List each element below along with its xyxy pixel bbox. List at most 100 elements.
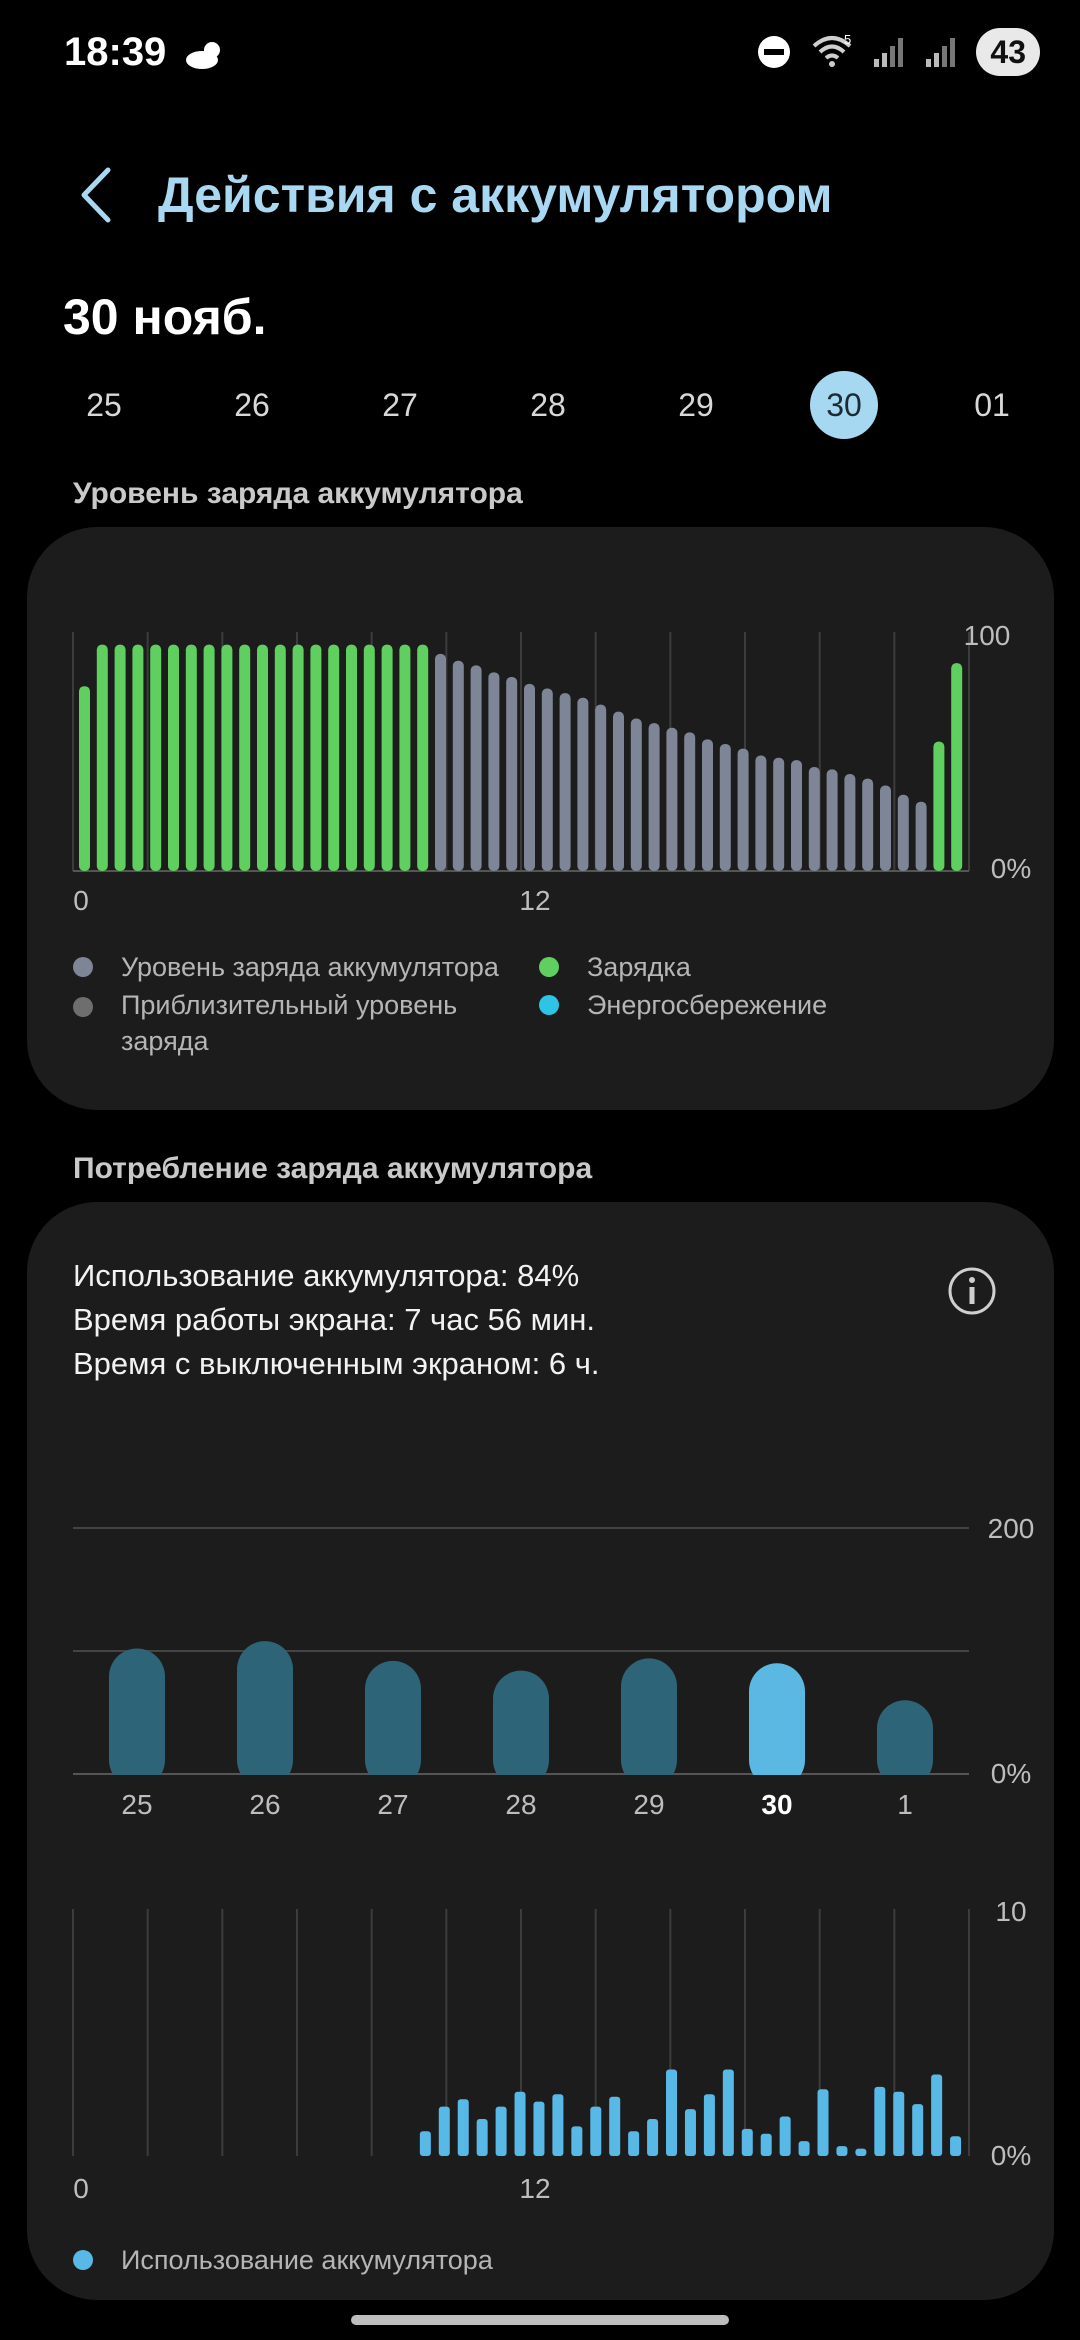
y-tick-top: 100	[964, 620, 1011, 651]
hourly-usage-bar	[533, 2101, 545, 2156]
wifi-band-label: 5	[844, 32, 851, 47]
battery-level-label: Уровень заряда аккумулятора	[73, 477, 523, 510]
back-button[interactable]	[70, 160, 120, 230]
hourly-usage-bar	[495, 2106, 507, 2156]
date-title: 30 нояб.	[63, 289, 267, 345]
battery-level-bar	[755, 755, 767, 871]
day-selector: 25 26 27 28 29 30 01	[30, 370, 1070, 440]
battery-level-bar	[328, 644, 340, 871]
daily-x-label: 1	[897, 1789, 913, 1820]
battery-level-bar	[221, 644, 233, 871]
battery-level-bar	[524, 683, 535, 871]
hourly-x-0: 0	[73, 2173, 89, 2204]
stat-screen-off: Время с выключенным экраном: 6 ч.	[73, 1346, 600, 1381]
battery-level-bar	[630, 718, 642, 871]
hourly-usage-bar	[590, 2106, 602, 2156]
daily-bar	[493, 1670, 549, 1788]
day-26[interactable]: 26	[234, 387, 270, 423]
daily-x-label: 25	[121, 1789, 152, 1820]
hourly-usage-bar	[703, 2094, 715, 2156]
hourly-usage-bar	[571, 2126, 583, 2156]
battery-level-bar	[844, 773, 856, 871]
legend-dot-usage	[73, 2250, 93, 2270]
day-29[interactable]: 29	[678, 387, 714, 423]
hourly-usage-bar	[741, 2128, 753, 2156]
consumption-label: Потребление заряда аккумулятора	[73, 1152, 593, 1185]
legend-item-estimated: Приблизительный уровень заряда	[73, 987, 483, 1059]
battery-level-bar	[346, 644, 357, 871]
battery-level-bar	[150, 644, 162, 871]
stat-screen-on: Время работы экрана: 7 час 56 мин.	[73, 1302, 596, 1337]
hourly-usage-bar	[779, 2116, 791, 2156]
battery-level-bar	[897, 794, 909, 871]
battery-level-card: 100 0% 0 12 Уровень заряда аккумулятора …	[27, 527, 1054, 1110]
x-tick-0: 0	[73, 885, 89, 916]
page-title: Действия с аккумулятором	[158, 167, 833, 223]
hourly-usage-bar	[647, 2118, 659, 2156]
battery-level-bar	[363, 644, 375, 871]
battery-level-bar	[470, 665, 482, 871]
dnd-icon	[758, 36, 791, 68]
battery-level-bar	[488, 672, 500, 871]
day-30-selected[interactable]: 30	[770, 370, 918, 440]
battery-level-bar	[96, 644, 108, 871]
day-01[interactable]: 01	[974, 387, 1010, 423]
daily-bar	[237, 1641, 293, 1788]
weather-icon	[186, 42, 220, 69]
battery-level-bar	[417, 644, 429, 871]
day-28[interactable]: 28	[530, 387, 566, 423]
hourly-usage-bar	[798, 2141, 810, 2156]
hourly-usage-bar	[912, 2104, 924, 2156]
daily-x-label: 27	[377, 1789, 408, 1820]
daily-bar-mask	[73, 1775, 969, 1791]
legend-dot-power-saving	[539, 995, 559, 1015]
daily-bar	[109, 1648, 165, 1788]
daily-x-label: 28	[505, 1789, 536, 1820]
battery-level-bar	[577, 697, 589, 871]
hourly-y-bottom: 0%	[991, 2140, 1031, 2171]
battery-level-bar	[79, 686, 90, 871]
x-tick-12: 12	[519, 885, 550, 916]
daily-x-label: 29	[633, 1789, 664, 1820]
battery-level-bar	[648, 723, 660, 871]
day-27[interactable]: 27	[382, 387, 418, 423]
hourly-usage-bar	[836, 2146, 848, 2156]
y-tick-bottom: 0%	[991, 853, 1031, 884]
hourly-usage-bar	[552, 2094, 564, 2156]
hourly-y-top: 10	[995, 1896, 1026, 1927]
daily-x-label: 26	[249, 1789, 280, 1820]
battery-level-bar	[862, 778, 874, 871]
battery-level-bar	[541, 688, 553, 871]
usage-stats: Использование аккумулятора: 84% Время ра…	[73, 1254, 600, 1386]
signal-icon	[874, 38, 904, 67]
hourly-x-12: 12	[519, 2173, 550, 2204]
hourly-usage-bar	[476, 2118, 488, 2156]
legend-item-charging: Зарядка	[539, 949, 1009, 985]
hourly-usage-bar	[931, 2074, 943, 2156]
battery-level-chart: 100 0% 0 12	[72, 620, 1031, 916]
hourly-usage-bar	[855, 2148, 867, 2156]
info-icon[interactable]	[947, 1266, 997, 1316]
daily-y-bottom: 0%	[991, 1758, 1031, 1789]
battery-level-bar	[613, 711, 624, 871]
hourly-usage-bar	[514, 2091, 526, 2156]
legend-dot-estimated	[73, 997, 93, 1017]
status-time: 18:39	[64, 30, 167, 74]
battery-level-bar	[702, 739, 713, 871]
battery-level-bar	[239, 644, 251, 871]
battery-level-bar	[719, 743, 731, 871]
daily-bar	[877, 1700, 933, 1788]
home-indicator[interactable]	[351, 2315, 729, 2325]
hourly-usage-bar	[457, 2099, 469, 2156]
signal-icon-2	[926, 38, 956, 67]
consumption-charts: 25 26 27 28 29 30 1 200 0% 10 0% 0 12	[72, 1513, 1034, 2204]
battery-indicator: 43	[976, 28, 1040, 76]
battery-level-bar	[168, 644, 179, 871]
battery-level-bar	[310, 644, 322, 871]
battery-level-bar	[399, 644, 411, 871]
battery-level-bar	[292, 644, 304, 871]
battery-level-bar	[737, 748, 749, 871]
day-25[interactable]: 25	[86, 387, 122, 423]
battery-level-bar	[559, 693, 571, 871]
battery-level-bar	[257, 644, 268, 871]
